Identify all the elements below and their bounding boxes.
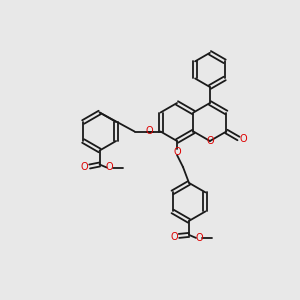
- Text: O: O: [195, 233, 203, 243]
- Text: O: O: [146, 127, 153, 136]
- Text: O: O: [206, 136, 214, 146]
- Text: O: O: [173, 147, 181, 157]
- Text: O: O: [106, 163, 113, 172]
- Text: O: O: [170, 232, 178, 242]
- Text: O: O: [240, 134, 247, 143]
- Text: O: O: [81, 163, 88, 172]
